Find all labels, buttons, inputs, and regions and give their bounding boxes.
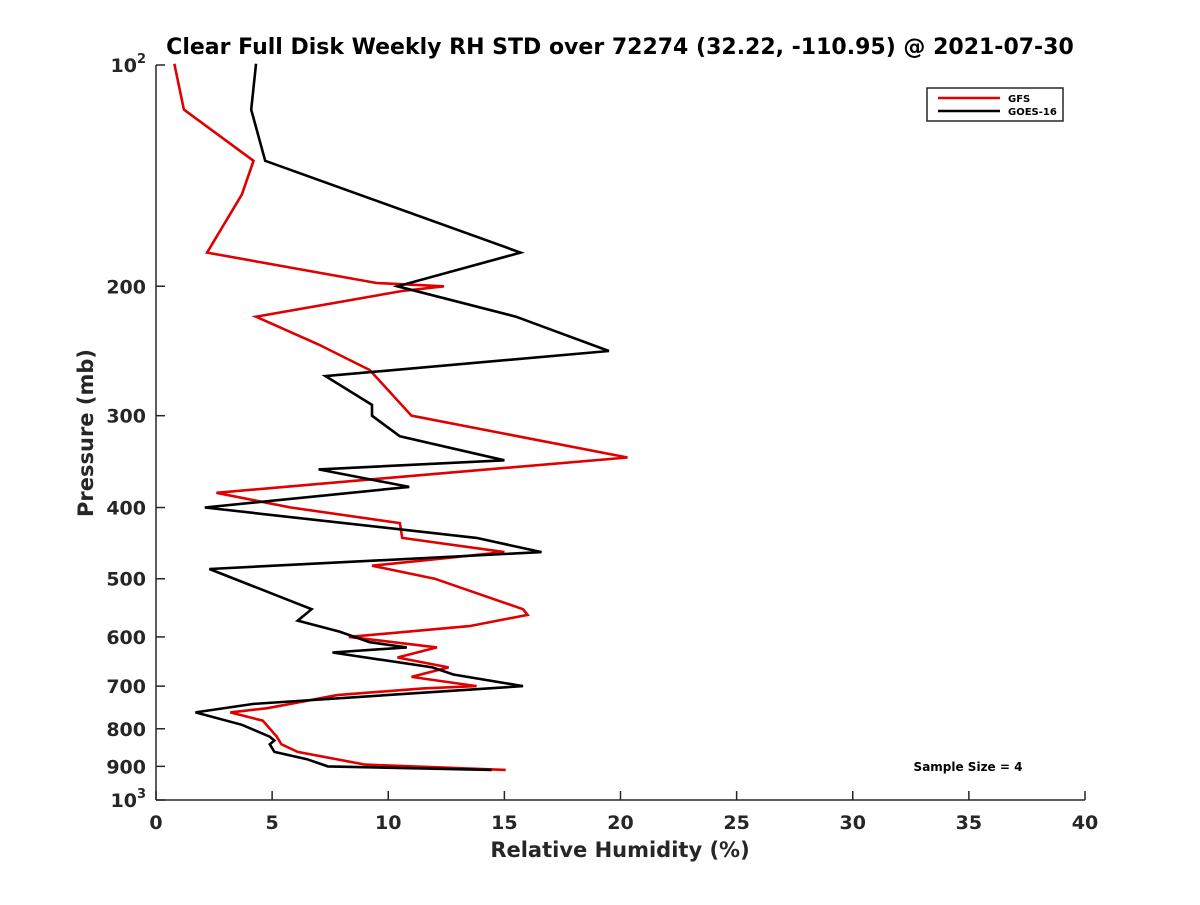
series-line-gfs: [173, 63, 628, 772]
y-tick-label: 103: [111, 787, 147, 812]
x-tick-label: 10: [375, 812, 401, 834]
x-tick-label: 5: [266, 812, 279, 834]
y-tick-label: 600: [106, 627, 146, 649]
series-line-goes-16: [195, 63, 610, 772]
y-tick-label: 102: [111, 52, 147, 77]
axes: 0 5 10 15 20 25 30 35 40 102 200 300 400 500 600 700 800…: [106, 52, 1098, 834]
legend-label: GOES-16: [1008, 107, 1057, 118]
y-tick-label: 900: [106, 756, 146, 778]
x-tick-label: 20: [607, 812, 633, 834]
x-tick-label: 25: [723, 812, 749, 834]
y-tick-label: 200: [106, 276, 146, 298]
legend-label: GFS: [1008, 94, 1030, 105]
x-tick-label: 35: [956, 812, 982, 834]
legend-box: [926, 87, 1064, 122]
legend: GFS GOES-16: [926, 87, 1064, 122]
series-layer: [173, 63, 628, 772]
y-axis-label: Pressure (mb): [74, 349, 98, 517]
y-tick-label: 300: [106, 406, 146, 428]
x-axis-label: Relative Humidity (%): [490, 838, 749, 862]
y-tick-label: 400: [106, 498, 146, 520]
chart-title: Clear Full Disk Weekly RH STD over 72274…: [166, 35, 1074, 60]
y-tick-label: 800: [106, 719, 146, 741]
y-tick-label: 700: [106, 676, 146, 698]
x-tick-label: 40: [1072, 812, 1098, 834]
x-tick-label: 30: [840, 812, 866, 834]
sample-size-annotation: Sample Size = 4: [914, 760, 1023, 774]
x-tick-label: 0: [149, 812, 162, 834]
x-tick-label: 15: [491, 812, 517, 834]
y-tick-label: 500: [106, 569, 146, 591]
